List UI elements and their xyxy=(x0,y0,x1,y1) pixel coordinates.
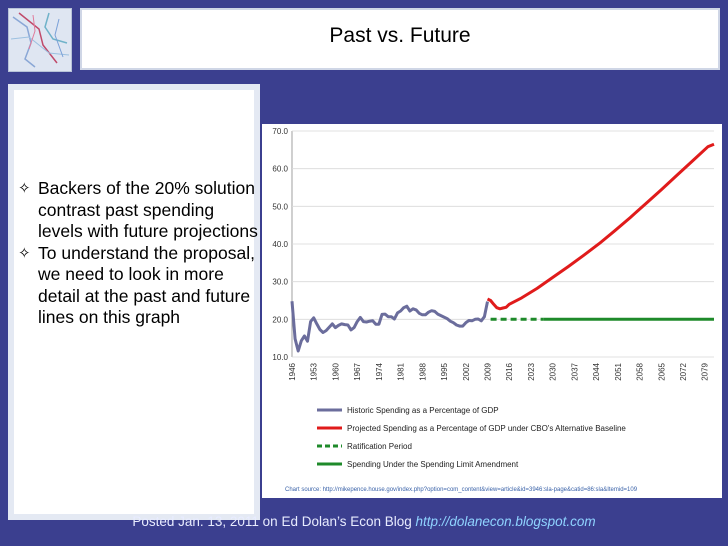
y-tick-label: 10.0 xyxy=(272,353,288,362)
slide-title: Past vs. Future xyxy=(329,24,471,47)
map-logo-icon xyxy=(9,9,71,71)
diamond-bullet-icon: ✧ xyxy=(18,180,31,197)
diamond-bullet-icon: ✧ xyxy=(18,244,31,262)
series-line xyxy=(486,142,715,311)
legend-label: Ratification Period xyxy=(347,442,412,451)
x-tick-label: 1946 xyxy=(288,362,297,380)
x-tick-label: 2058 xyxy=(636,362,645,380)
blog-link[interactable]: http://dolanecon.blogspot.com xyxy=(415,514,596,529)
bullet-item: ✧ Backers of the 20% solution contrast p… xyxy=(18,178,258,243)
chart-source: Chart source: http://mikepence.house.gov… xyxy=(285,487,638,493)
title-box: Past vs. Future xyxy=(80,8,720,70)
y-tick-label: 20.0 xyxy=(272,315,288,324)
legend-label: Projected Spending as a Percentage of GD… xyxy=(347,424,626,433)
slide-logo xyxy=(8,8,72,72)
series-line xyxy=(290,301,489,353)
x-tick-label: 1988 xyxy=(418,362,427,380)
y-tick-label: 40.0 xyxy=(272,240,288,249)
x-tick-label: 2002 xyxy=(462,362,471,380)
legend-label: Spending Under the Spending Limit Amendm… xyxy=(347,460,519,469)
left-panel xyxy=(8,84,260,520)
y-tick-label: 30.0 xyxy=(272,278,288,287)
x-tick-label: 1981 xyxy=(397,362,406,380)
x-tick-label: 2016 xyxy=(505,362,514,380)
left-panel-inner xyxy=(14,90,254,514)
x-tick-label: 1974 xyxy=(375,362,384,380)
x-tick-label: 2065 xyxy=(657,362,666,380)
footer: Posted Jan. 13, 2011 on Ed Dolan’s Econ … xyxy=(0,514,728,529)
chart-panel: 10.0 20.0 30.0 40.0 50.0 60.0 70.0 1946 1953 1960… xyxy=(262,124,722,498)
x-tick-label: 2051 xyxy=(614,362,623,380)
x-tick-label: 1995 xyxy=(440,362,449,380)
spending-chart: 10.0 20.0 30.0 40.0 50.0 60.0 70.0 1946 1953 1960… xyxy=(272,127,715,493)
legend-label: Historic Spending as a Percentage of GDP xyxy=(347,406,499,415)
x-tick-label: 1953 xyxy=(310,362,319,380)
bullet-item: ✧ To understand the proposal, we need to… xyxy=(18,243,258,329)
bullet-text: Backers of the 20% solution contrast pas… xyxy=(38,178,258,241)
x-tick-label: 1960 xyxy=(331,362,340,380)
y-tick-label: 70.0 xyxy=(272,127,288,136)
x-tick-label: 2072 xyxy=(679,362,688,380)
bullet-list: ✧ Backers of the 20% solution contrast p… xyxy=(18,178,258,329)
x-tick-label: 2044 xyxy=(592,362,601,380)
y-tick-label: 60.0 xyxy=(272,165,288,174)
footer-text: Posted Jan. 13, 2011 on Ed Dolan’s Econ … xyxy=(132,514,412,529)
x-tick-label: 1967 xyxy=(353,362,362,380)
x-tick-label: 2023 xyxy=(527,362,536,380)
bullet-text: To understand the proposal, we need to l… xyxy=(38,242,255,328)
x-tick-label: 2037 xyxy=(570,362,579,380)
x-tick-label: 2079 xyxy=(701,362,710,380)
x-tick-label: 2009 xyxy=(483,362,492,380)
x-tick-label: 2030 xyxy=(549,362,558,380)
y-tick-label: 50.0 xyxy=(272,202,288,211)
